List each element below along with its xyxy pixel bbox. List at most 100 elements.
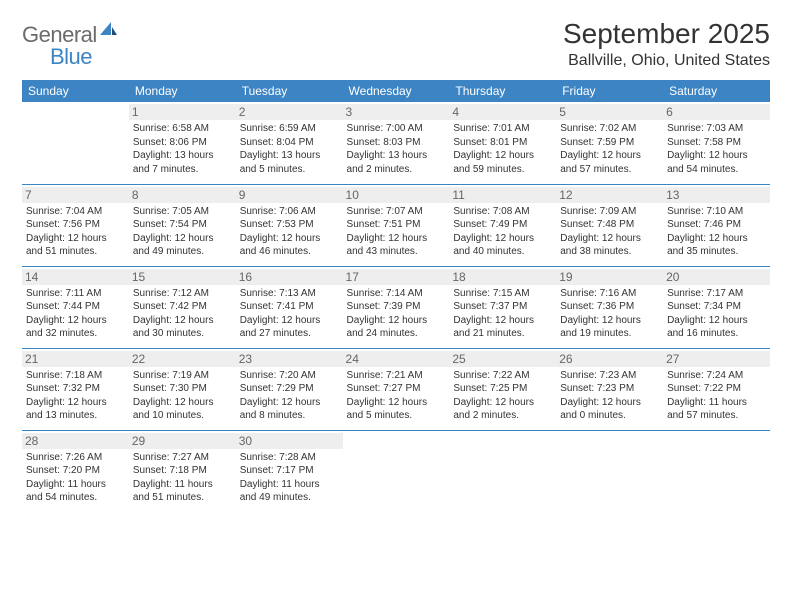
calendar-day-cell: 2 Sunrise: 6:59 AMSunset: 8:04 PMDaylight… — [236, 102, 343, 184]
sunset: Sunset: 7:30 PM — [133, 382, 232, 396]
daylight: Daylight: 12 hours and 35 minutes. — [667, 232, 766, 259]
daylight: Daylight: 12 hours and 49 minutes. — [133, 232, 232, 259]
daylight: Daylight: 11 hours and 57 minutes. — [667, 396, 766, 423]
sunrise: Sunrise: 7:26 AM — [26, 451, 125, 465]
sunset: Sunset: 7:22 PM — [667, 382, 766, 396]
daylight: Daylight: 12 hours and 51 minutes. — [26, 232, 125, 259]
day-info: Sunrise: 6:59 AMSunset: 8:04 PMDaylight:… — [240, 122, 339, 176]
day-number: 24 — [343, 351, 450, 367]
calendar-day-cell: 16Sunrise: 7:13 AMSunset: 7:41 PMDayligh… — [236, 266, 343, 348]
sunrise: Sunrise: 7:10 AM — [667, 205, 766, 219]
sunrise: Sunrise: 6:59 AM — [240, 122, 339, 136]
day-number: 4 — [449, 104, 556, 120]
sunset: Sunset: 7:17 PM — [240, 464, 339, 478]
calendar-day-cell — [663, 430, 770, 512]
calendar-week-row: 28Sunrise: 7:26 AMSunset: 7:20 PMDayligh… — [22, 430, 770, 512]
day-info: Sunrise: 7:24 AMSunset: 7:22 PMDaylight:… — [667, 369, 766, 423]
sunrise: Sunrise: 7:21 AM — [347, 369, 446, 383]
calendar-day-cell: 13Sunrise: 7:10 AMSunset: 7:46 PMDayligh… — [663, 184, 770, 266]
day-number: 15 — [129, 269, 236, 285]
header: General September 2025 Ballville, Ohio, … — [22, 18, 770, 70]
day-info: Sunrise: 7:09 AMSunset: 7:48 PMDaylight:… — [560, 205, 659, 259]
daylight: Daylight: 12 hours and 40 minutes. — [453, 232, 552, 259]
daylight: Daylight: 12 hours and 0 minutes. — [560, 396, 659, 423]
sunrise: Sunrise: 7:08 AM — [453, 205, 552, 219]
sunset: Sunset: 7:51 PM — [347, 218, 446, 232]
day-number: 6 — [663, 104, 770, 120]
day-info: Sunrise: 7:03 AMSunset: 7:58 PMDaylight:… — [667, 122, 766, 176]
day-info: Sunrise: 7:12 AMSunset: 7:42 PMDaylight:… — [133, 287, 232, 341]
sunset: Sunset: 7:34 PM — [667, 300, 766, 314]
day-number: 10 — [343, 187, 450, 203]
sunset: Sunset: 7:23 PM — [560, 382, 659, 396]
day-info: Sunrise: 7:21 AMSunset: 7:27 PMDaylight:… — [347, 369, 446, 423]
calendar-day-cell: 25Sunrise: 7:22 AMSunset: 7:25 PMDayligh… — [449, 348, 556, 430]
calendar-day-cell: 4Sunrise: 7:01 AMSunset: 8:01 PMDaylight… — [449, 102, 556, 184]
sunrise: Sunrise: 6:58 AM — [133, 122, 232, 136]
sunset: Sunset: 8:03 PM — [347, 136, 446, 150]
calendar-day-cell: 26Sunrise: 7:23 AMSunset: 7:23 PMDayligh… — [556, 348, 663, 430]
day-number: 23 — [236, 351, 343, 367]
sunrise: Sunrise: 7:13 AM — [240, 287, 339, 301]
calendar-day-cell: 30Sunrise: 7:28 AMSunset: 7:17 PMDayligh… — [236, 430, 343, 512]
calendar-day-cell: 21Sunrise: 7:18 AMSunset: 7:32 PMDayligh… — [22, 348, 129, 430]
calendar-day-cell: 20Sunrise: 7:17 AMSunset: 7:34 PMDayligh… — [663, 266, 770, 348]
sunset: Sunset: 7:32 PM — [26, 382, 125, 396]
calendar-week-row: 7Sunrise: 7:04 AMSunset: 7:56 PMDaylight… — [22, 184, 770, 266]
day-info: Sunrise: 7:06 AMSunset: 7:53 PMDaylight:… — [240, 205, 339, 259]
weekday-header: Thursday — [449, 80, 556, 102]
daylight: Daylight: 13 hours and 2 minutes. — [347, 149, 446, 176]
sunrise: Sunrise: 7:14 AM — [347, 287, 446, 301]
sunset: Sunset: 8:04 PM — [240, 136, 339, 150]
sunrise: Sunrise: 7:02 AM — [560, 122, 659, 136]
calendar-week-row: 14Sunrise: 7:11 AMSunset: 7:44 PMDayligh… — [22, 266, 770, 348]
day-number: 18 — [449, 269, 556, 285]
sunrise: Sunrise: 7:03 AM — [667, 122, 766, 136]
daylight: Daylight: 12 hours and 43 minutes. — [347, 232, 446, 259]
daylight: Daylight: 12 hours and 46 minutes. — [240, 232, 339, 259]
sunrise: Sunrise: 7:28 AM — [240, 451, 339, 465]
calendar-table: SundayMondayTuesdayWednesdayThursdayFrid… — [22, 80, 770, 512]
day-number: 2 — [236, 104, 343, 120]
sunset: Sunset: 7:56 PM — [26, 218, 125, 232]
day-number: 5 — [556, 104, 663, 120]
daylight: Daylight: 12 hours and 38 minutes. — [560, 232, 659, 259]
sunrise: Sunrise: 7:15 AM — [453, 287, 552, 301]
sunset: Sunset: 7:25 PM — [453, 382, 552, 396]
day-number: 12 — [556, 187, 663, 203]
calendar-day-cell: 22Sunrise: 7:19 AMSunset: 7:30 PMDayligh… — [129, 348, 236, 430]
weekday-header: Sunday — [22, 80, 129, 102]
day-number: 1 — [129, 104, 236, 120]
calendar-day-cell: 23Sunrise: 7:20 AMSunset: 7:29 PMDayligh… — [236, 348, 343, 430]
sunset: Sunset: 7:53 PM — [240, 218, 339, 232]
sunrise: Sunrise: 7:22 AM — [453, 369, 552, 383]
day-info: Sunrise: 7:22 AMSunset: 7:25 PMDaylight:… — [453, 369, 552, 423]
sail-icon — [99, 21, 119, 42]
sunset: Sunset: 7:37 PM — [453, 300, 552, 314]
day-info: Sunrise: 7:15 AMSunset: 7:37 PMDaylight:… — [453, 287, 552, 341]
day-info: Sunrise: 7:16 AMSunset: 7:36 PMDaylight:… — [560, 287, 659, 341]
day-info: Sunrise: 7:19 AMSunset: 7:30 PMDaylight:… — [133, 369, 232, 423]
calendar-day-cell: 29Sunrise: 7:27 AMSunset: 7:18 PMDayligh… — [129, 430, 236, 512]
location: Ballville, Ohio, United States — [563, 52, 770, 70]
sunrise: Sunrise: 7:19 AM — [133, 369, 232, 383]
sunset: Sunset: 7:39 PM — [347, 300, 446, 314]
daylight: Daylight: 11 hours and 49 minutes. — [240, 478, 339, 505]
sunset: Sunset: 7:27 PM — [347, 382, 446, 396]
daylight: Daylight: 12 hours and 21 minutes. — [453, 314, 552, 341]
sunrise: Sunrise: 7:12 AM — [133, 287, 232, 301]
calendar-day-cell: 8 Sunrise: 7:05 AMSunset: 7:54 PMDaylight… — [129, 184, 236, 266]
daylight: Daylight: 12 hours and 57 minutes. — [560, 149, 659, 176]
day-number: 17 — [343, 269, 450, 285]
calendar-day-cell — [556, 430, 663, 512]
sunrise: Sunrise: 7:05 AM — [133, 205, 232, 219]
day-info: Sunrise: 7:17 AMSunset: 7:34 PMDaylight:… — [667, 287, 766, 341]
day-number: 21 — [22, 351, 129, 367]
daylight: Daylight: 13 hours and 5 minutes. — [240, 149, 339, 176]
weekday-header: Saturday — [663, 80, 770, 102]
sunset: Sunset: 7:54 PM — [133, 218, 232, 232]
day-number: 8 — [129, 187, 236, 203]
daylight: Daylight: 12 hours and 19 minutes. — [560, 314, 659, 341]
day-number: 13 — [663, 187, 770, 203]
weekday-header: Tuesday — [236, 80, 343, 102]
